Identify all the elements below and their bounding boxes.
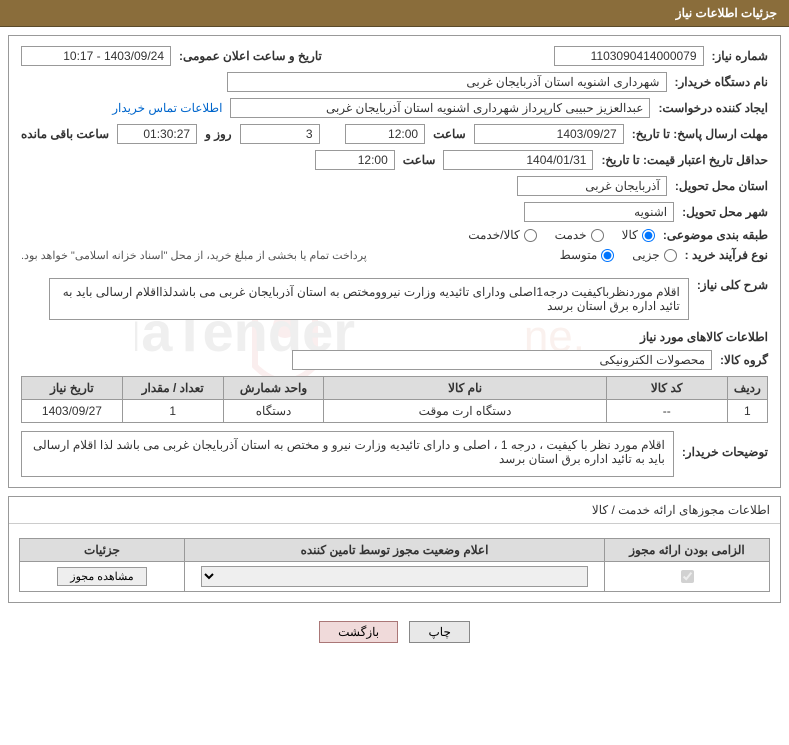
price-validity-time-field: 12:00 [315, 150, 395, 170]
purchase-type-label: نوع فرآیند خرید : [685, 248, 768, 262]
th-code: کد کالا [606, 377, 727, 400]
cell-name: دستگاه ارت موقت [324, 400, 606, 423]
goods-table: ردیف کد کالا نام کالا واحد شمارش تعداد /… [21, 376, 768, 423]
th-name: نام کالا [324, 377, 606, 400]
table-row: 1 -- دستگاه ارت موقت دستگاه 1 1403/09/27 [22, 400, 768, 423]
cell-code: -- [606, 400, 727, 423]
price-validity-label: حداقل تاریخ اعتبار قیمت: تا تاریخ: [601, 153, 768, 167]
radio-service[interactable] [591, 229, 604, 242]
main-panel: AriaTender .ne شماره نیاز: 1103090414000… [8, 35, 781, 488]
need-number-row: شماره نیاز: 1103090414000079 تاریخ و ساع… [21, 46, 768, 66]
buyer-notes-row: توضیحات خریدار: اقلام مورد نظر با کیفیت … [21, 431, 768, 477]
category-row: طبقه بندی موضوعی: کالا خدمت کالا/خدمت [21, 228, 768, 242]
goods-group-row: گروه کالا: محصولات الکترونیکی [21, 350, 768, 370]
goods-group-field: محصولات الکترونیکی [292, 350, 712, 370]
price-validity-time-label: ساعت [403, 153, 436, 167]
price-validity-date-field: 1404/01/31 [443, 150, 593, 170]
cell-unit: دستگاه [223, 400, 324, 423]
delivery-province-field: آذربایجان غربی [517, 176, 667, 196]
radio-service-label: خدمت [555, 228, 587, 242]
th-unit: واحد شمارش [223, 377, 324, 400]
radio-service-item: خدمت [555, 228, 604, 242]
radio-small-label: جزیی [632, 248, 659, 262]
cell-qty: 1 [122, 400, 223, 423]
buyer-org-field: شهرداری اشنویه استان آذربایجان غربی [227, 72, 667, 92]
radio-medium[interactable] [601, 249, 614, 262]
countdown-field: 01:30:27 [117, 124, 197, 144]
deadline-time-field: 12:00 [345, 124, 425, 144]
delivery-city-field: اشنویه [524, 202, 674, 222]
requester-row: ایجاد کننده درخواست: عبدالعزیز حبیبی کار… [21, 98, 768, 118]
deadline-row: مهلت ارسال پاسخ: تا تاریخ: 1403/09/27 سا… [21, 124, 768, 144]
page-header: جزئیات اطلاعات نیاز [0, 0, 789, 27]
announce-field: 1403/09/24 - 10:17 [21, 46, 171, 66]
license-panel: اطلاعات مجوزهای ارائه خدمت / کالا الزامی… [8, 496, 781, 603]
back-button[interactable]: بازگشت [319, 621, 398, 643]
cell-details: مشاهده مجوز [20, 562, 185, 592]
delivery-province-label: استان محل تحویل: [675, 179, 768, 193]
radio-medium-item: متوسط [560, 248, 615, 262]
days-field: 3 [240, 124, 320, 144]
th-qty: تعداد / مقدار [122, 377, 223, 400]
deadline-date-field: 1403/09/27 [474, 124, 624, 144]
page-title: جزئیات اطلاعات نیاز [676, 6, 777, 20]
price-validity-row: حداقل تاریخ اعتبار قیمت: تا تاریخ: 1404/… [21, 150, 768, 170]
remaining-label: ساعت باقی مانده [21, 127, 109, 141]
radio-goods-item: کالا [622, 228, 655, 242]
license-section-title: اطلاعات مجوزهای ارائه خدمت / کالا [9, 497, 780, 524]
radio-small-item: جزیی [632, 248, 676, 262]
buyer-notes-label: توضیحات خریدار: [682, 431, 768, 477]
th-mandatory: الزامی بودن ارائه مجوز [605, 539, 770, 562]
payment-note: پرداخت تمام یا بخشی از مبلغ خرید، از محل… [21, 249, 367, 262]
general-desc-label: شرح کلی نیاز: [697, 278, 768, 292]
buyer-notes-box: اقلام مورد نظر با کیفیت ، درجه 1 ، اصلی … [21, 431, 674, 477]
radio-small[interactable] [664, 249, 677, 262]
license-table: الزامی بودن ارائه مجوز اعلام وضعیت مجوز … [19, 538, 770, 592]
category-label: طبقه بندی موضوعی: [663, 228, 768, 242]
goods-info-title: اطلاعات کالاهای مورد نیاز [21, 330, 768, 344]
cell-date: 1403/09/27 [22, 400, 123, 423]
cell-idx: 1 [727, 400, 767, 423]
print-button[interactable]: چاپ [409, 621, 469, 643]
delivery-city-label: شهر محل تحویل: [682, 205, 768, 219]
general-desc-row: شرح کلی نیاز: اقلام موردنظرباکیفیت درجه1… [21, 278, 768, 320]
delivery-province-row: استان محل تحویل: آذربایجان غربی [21, 176, 768, 196]
view-license-button[interactable]: مشاهده مجوز [57, 567, 146, 586]
license-row: مشاهده مجوز [20, 562, 770, 592]
deadline-label: مهلت ارسال پاسخ: تا تاریخ: [632, 127, 768, 141]
purchase-type-row: نوع فرآیند خرید : جزیی متوسط پرداخت تمام… [21, 248, 768, 262]
contact-buyer-link[interactable]: اطلاعات تماس خریدار [112, 101, 222, 115]
th-date: تاریخ نیاز [22, 377, 123, 400]
days-label: روز و [205, 127, 232, 141]
mandatory-checkbox [681, 570, 694, 583]
cell-status [185, 562, 605, 592]
announce-label: تاریخ و ساعت اعلان عمومی: [179, 49, 322, 63]
general-desc-box: اقلام موردنظرباکیفیت درجه1اصلی ودارای تا… [49, 278, 689, 320]
footer-buttons: چاپ بازگشت [0, 611, 789, 659]
need-number-field: 1103090414000079 [554, 46, 704, 66]
th-idx: ردیف [727, 377, 767, 400]
th-details: جزئیات [20, 539, 185, 562]
need-number-label: شماره نیاز: [712, 49, 768, 63]
radio-both[interactable] [524, 229, 537, 242]
buyer-org-label: نام دستگاه خریدار: [675, 75, 769, 89]
delivery-city-row: شهر محل تحویل: اشنویه [21, 202, 768, 222]
buyer-org-row: نام دستگاه خریدار: شهرداری اشنویه استان … [21, 72, 768, 92]
status-select[interactable] [201, 566, 588, 587]
radio-goods-label: کالا [622, 228, 638, 242]
radio-medium-label: متوسط [560, 248, 598, 262]
goods-group-label: گروه کالا: [720, 353, 768, 367]
radio-goods[interactable] [642, 229, 655, 242]
radio-both-item: کالا/خدمت [468, 228, 536, 242]
deadline-time-label: ساعت [433, 127, 466, 141]
requester-field: عبدالعزیز حبیبی کارپرداز شهرداری اشنویه … [230, 98, 650, 118]
th-status: اعلام وضعیت مجوز توسط تامین کننده [185, 539, 605, 562]
requester-label: ایجاد کننده درخواست: [658, 101, 768, 115]
radio-both-label: کالا/خدمت [468, 228, 519, 242]
cell-mandatory [605, 562, 770, 592]
